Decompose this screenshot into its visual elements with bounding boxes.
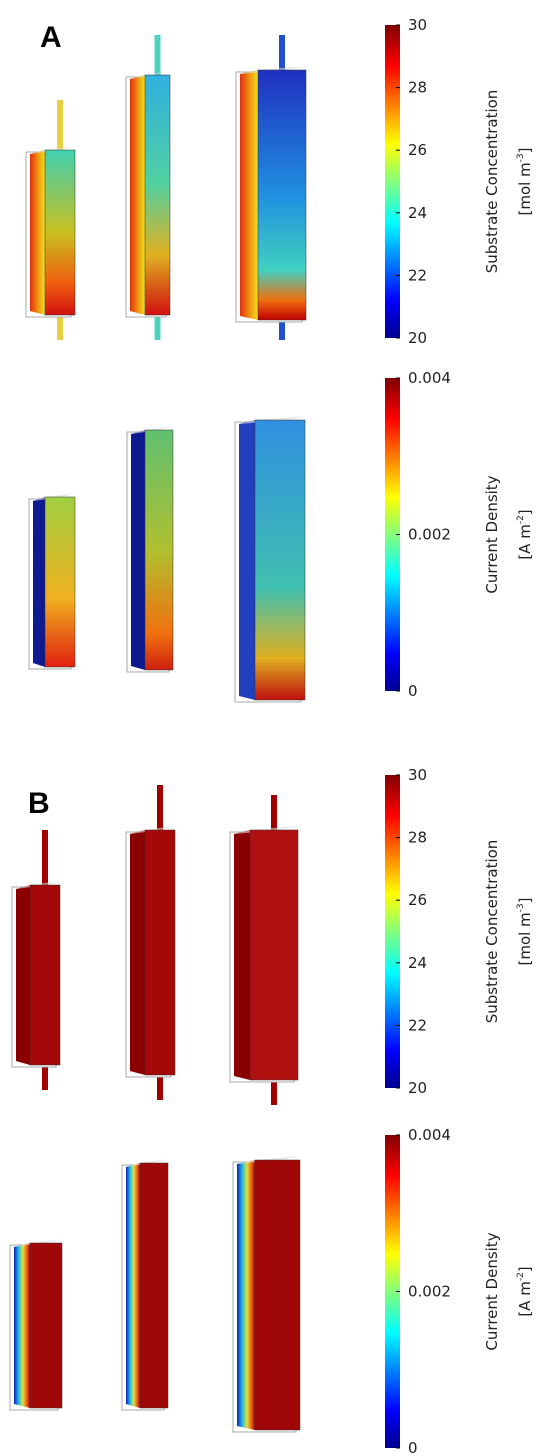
front-face [44, 149, 76, 316]
front-face [29, 1242, 63, 1409]
tick-label: 0 [408, 1439, 418, 1456]
panel-label: B [28, 787, 50, 820]
panel-label: A [40, 21, 62, 54]
side-face [130, 830, 145, 1075]
tick-label: 28 [408, 79, 427, 97]
side-face [14, 1243, 30, 1408]
pipe [271, 1080, 277, 1105]
tick-label: 24 [408, 954, 427, 972]
pipe [271, 795, 277, 830]
tick-label: 24 [408, 204, 427, 222]
front-face [29, 884, 61, 1066]
unit-base: [mol m [516, 912, 534, 965]
front-face [144, 829, 176, 1076]
tick-label: 30 [408, 766, 427, 784]
tick-label: 26 [408, 891, 427, 909]
colorbar-unit: [mol m-3] [516, 897, 534, 965]
colorbar [385, 378, 400, 691]
side-face [16, 885, 30, 1065]
tick-label: 20 [408, 1079, 427, 1097]
unit-base: [A m [516, 1281, 534, 1317]
side-face [239, 420, 255, 700]
colorbar-title: Current Density [483, 1232, 501, 1350]
tick-label: 30 [408, 16, 427, 34]
unit-base: [mol m [516, 162, 534, 215]
tick-label: 0.004 [408, 1126, 451, 1144]
tick-label: 28 [408, 829, 427, 847]
unit-exponent: -2 [516, 1272, 526, 1281]
pipe [279, 35, 285, 70]
unit-close: ] [516, 1266, 534, 1272]
pipe [279, 320, 285, 340]
colorbar [385, 775, 400, 1088]
colorbar-unit: [A m-2] [516, 1266, 534, 1316]
tick-label: 0.004 [408, 369, 451, 387]
side-face [131, 430, 145, 670]
colorbar-title: Substrate Concentration [483, 840, 501, 1024]
tick-label: 26 [408, 141, 427, 159]
side-face [234, 830, 250, 1080]
tick-label: 22 [408, 266, 427, 284]
colorbar-title: Current Density [483, 475, 501, 593]
tick-label: 20 [408, 329, 427, 347]
front-face [254, 419, 306, 701]
pipe [57, 315, 63, 340]
side-face [237, 1160, 255, 1430]
tick-label: 0.002 [408, 1283, 451, 1301]
pipe [154, 35, 161, 75]
unit-base: [A m [516, 524, 534, 560]
side-face [126, 1163, 140, 1408]
colorbar-title: Substrate Concentration [483, 90, 501, 274]
unit-exponent: -3 [516, 903, 526, 912]
pipe [57, 100, 63, 150]
side-face [30, 150, 45, 315]
side-face [130, 75, 145, 315]
unit-exponent: -2 [516, 515, 526, 524]
front-face [257, 69, 307, 321]
colorbar-unit: [A m-2] [516, 509, 534, 559]
colorbar [385, 25, 400, 338]
front-face [254, 1159, 301, 1431]
colorbar-unit: [mol m-3] [516, 147, 534, 215]
tick-label: 22 [408, 1016, 427, 1034]
front-face [249, 829, 299, 1081]
pipe [157, 1075, 163, 1100]
side-face [240, 70, 258, 320]
side-face [33, 497, 45, 667]
front-face [139, 1162, 169, 1409]
tick-label: 0.002 [408, 526, 451, 544]
unit-close: ] [516, 147, 534, 153]
pipe [154, 315, 161, 340]
front-face [144, 429, 174, 671]
front-face [144, 74, 171, 316]
pipe [42, 830, 48, 885]
pipe [42, 1065, 48, 1090]
unit-close: ] [516, 897, 534, 903]
front-face [44, 496, 76, 668]
unit-close: ] [516, 509, 534, 515]
unit-exponent: -3 [516, 153, 526, 162]
colorbar [385, 1135, 400, 1448]
tick-label: 0 [408, 682, 418, 700]
pipe [157, 785, 163, 830]
